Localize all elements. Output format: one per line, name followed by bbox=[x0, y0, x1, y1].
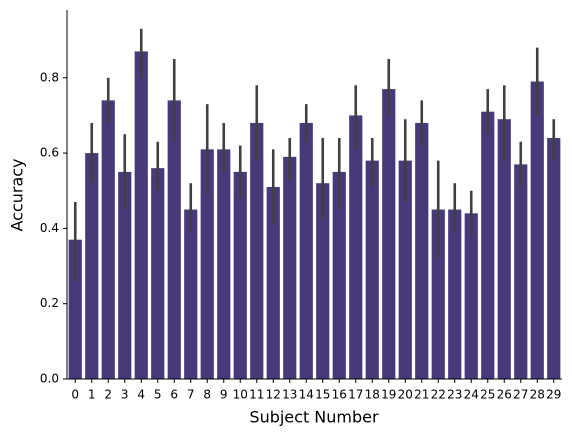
x-tick-label: 18 bbox=[365, 388, 380, 402]
x-tick-label: 10 bbox=[233, 388, 248, 402]
x-tick-label: 4 bbox=[137, 388, 145, 402]
x-tick-label: 27 bbox=[513, 388, 528, 402]
x-tick-label: 19 bbox=[381, 388, 396, 402]
y-tick-label: 0.6 bbox=[40, 146, 59, 160]
bar bbox=[398, 160, 412, 379]
x-tick-label: 11 bbox=[249, 388, 264, 402]
bar bbox=[382, 89, 396, 380]
bar bbox=[448, 209, 462, 379]
bar bbox=[349, 115, 363, 379]
bar bbox=[464, 213, 478, 379]
bar bbox=[217, 149, 231, 379]
bar bbox=[167, 100, 181, 380]
bar bbox=[266, 186, 280, 379]
x-tick-label: 13 bbox=[282, 388, 297, 402]
x-tick-label: 24 bbox=[464, 388, 479, 402]
bar bbox=[151, 168, 165, 379]
bar bbox=[497, 119, 511, 379]
bar bbox=[134, 51, 148, 379]
x-tick-label: 0 bbox=[71, 388, 79, 402]
x-tick-label: 22 bbox=[431, 388, 446, 402]
x-tick-label: 16 bbox=[332, 388, 347, 402]
y-tick-label: 0.8 bbox=[40, 70, 59, 84]
x-tick-label: 15 bbox=[315, 388, 330, 402]
bar bbox=[283, 156, 297, 379]
y-tick-label: 0.4 bbox=[40, 221, 59, 235]
x-tick-label: 28 bbox=[530, 388, 545, 402]
x-tick-label: 8 bbox=[203, 388, 211, 402]
bar bbox=[365, 160, 379, 379]
x-tick-label: 9 bbox=[220, 388, 228, 402]
bar bbox=[332, 171, 346, 379]
x-tick-label: 20 bbox=[398, 388, 413, 402]
bar bbox=[431, 209, 445, 379]
x-tick-label: 17 bbox=[348, 388, 363, 402]
y-tick-label: 0.2 bbox=[40, 296, 59, 310]
x-tick-label: 5 bbox=[154, 388, 162, 402]
y-axis-title: Accuracy bbox=[8, 158, 27, 231]
x-tick-label: 12 bbox=[266, 388, 281, 402]
bar bbox=[250, 122, 264, 380]
bar bbox=[200, 149, 214, 379]
x-tick-label: 26 bbox=[497, 388, 512, 402]
bar bbox=[481, 111, 495, 379]
x-tick-label: 1 bbox=[88, 388, 96, 402]
bar bbox=[514, 164, 528, 379]
y-tick-label: 0.0 bbox=[40, 372, 59, 386]
bar bbox=[101, 100, 115, 380]
x-tick-label: 14 bbox=[299, 388, 314, 402]
bar bbox=[233, 171, 247, 379]
bar bbox=[316, 183, 330, 379]
x-tick-label: 6 bbox=[170, 388, 178, 402]
bar bbox=[299, 122, 313, 380]
bar bbox=[415, 122, 429, 380]
bar bbox=[85, 153, 99, 379]
x-tick-label: 3 bbox=[121, 388, 129, 402]
x-tick-label: 7 bbox=[187, 388, 195, 402]
x-tick-label: 29 bbox=[546, 388, 561, 402]
x-axis-title: Subject Number bbox=[249, 408, 379, 427]
x-tick-label: 2 bbox=[104, 388, 112, 402]
bar bbox=[68, 239, 82, 379]
bar bbox=[118, 171, 132, 379]
x-tick-label: 23 bbox=[447, 388, 462, 402]
bar bbox=[184, 209, 198, 379]
x-tick-label: 25 bbox=[480, 388, 495, 402]
bar bbox=[530, 81, 544, 379]
bar bbox=[547, 138, 561, 379]
x-tick-label: 21 bbox=[414, 388, 429, 402]
